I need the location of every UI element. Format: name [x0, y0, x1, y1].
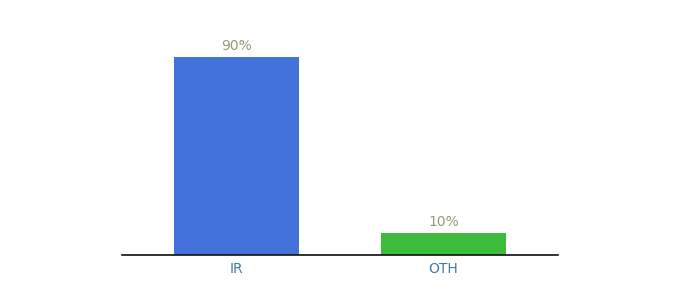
Text: 90%: 90% [221, 39, 252, 53]
Text: 10%: 10% [428, 215, 459, 229]
Bar [381, 233, 506, 255]
Bar [174, 57, 299, 255]
